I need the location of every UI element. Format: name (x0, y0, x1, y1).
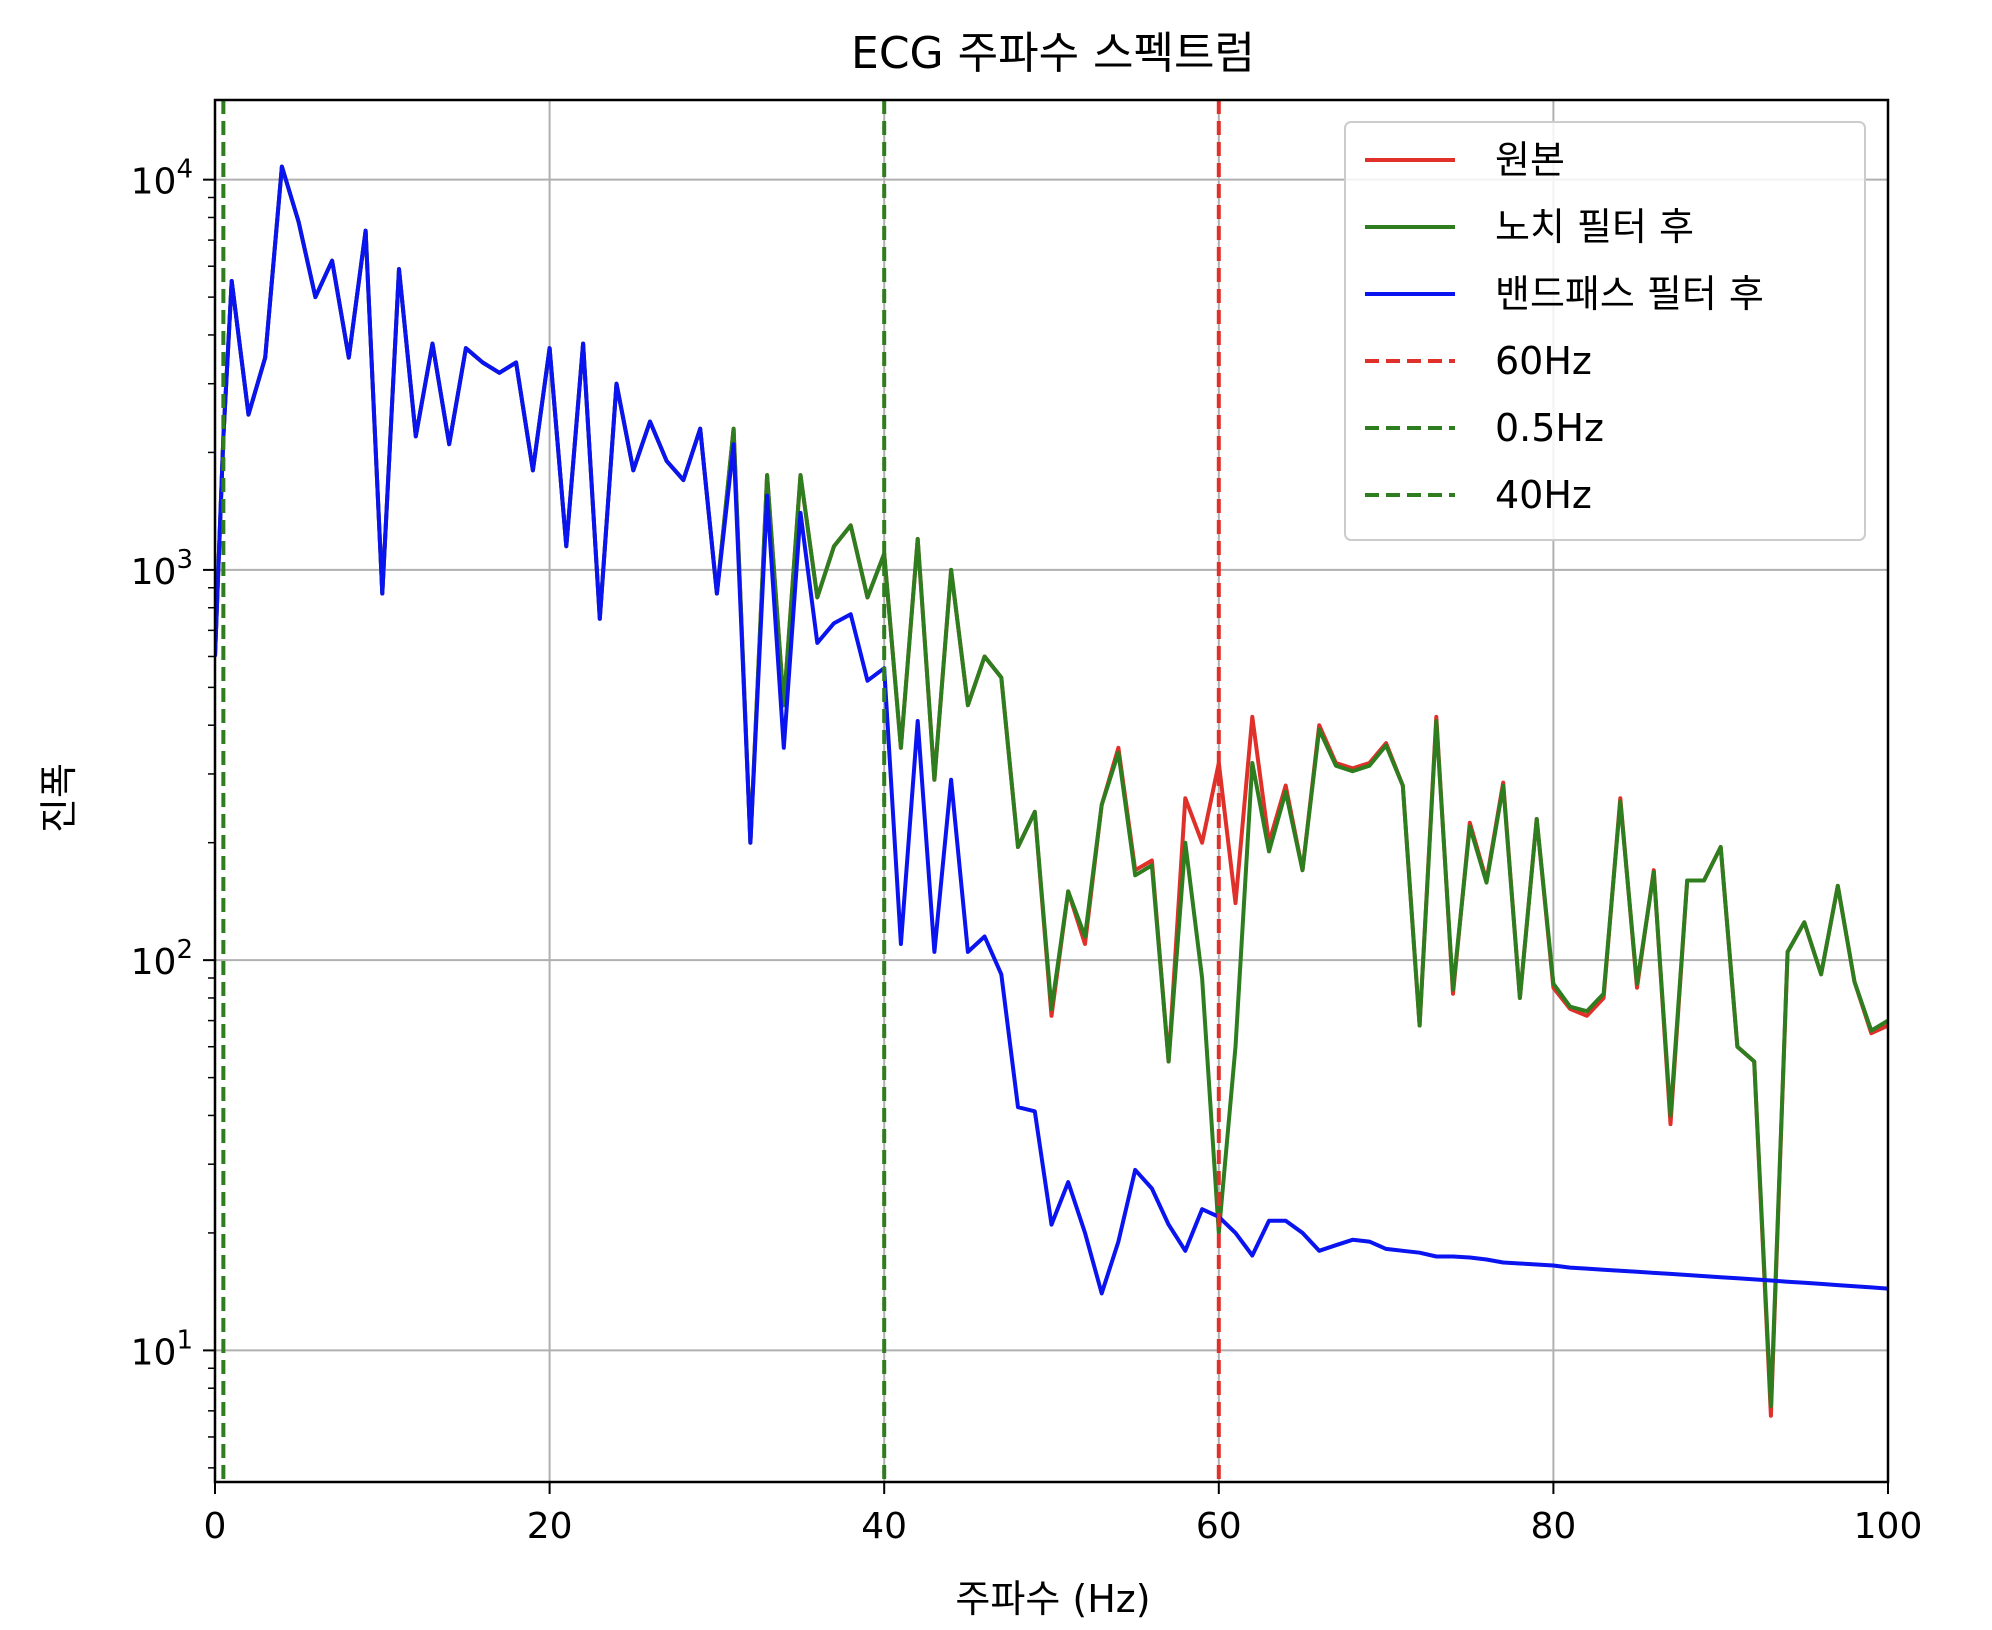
x-tick-label: 20 (527, 1506, 573, 1547)
legend-label: 원본 (1495, 138, 1565, 182)
y-tick-label: 104 (131, 155, 193, 203)
x-tick-label: 100 (1854, 1506, 1923, 1547)
plot-area (215, 100, 1888, 1482)
y-tick-label: 103 (131, 545, 193, 593)
legend-label: 40Hz (1495, 473, 1592, 517)
y-axis: 101 102 103 104 (131, 155, 215, 1469)
series-line (215, 164, 1888, 1296)
x-axis: 0 20 40 60 80 100 (204, 1482, 1923, 1547)
x-axis-title: 주파수 (Hz) (955, 1577, 1150, 1621)
legend-box (1344, 121, 1866, 541)
legend-label: 노치 필터 후 (1495, 205, 1694, 249)
x-tick-label: 0 (204, 1506, 227, 1547)
series-group (215, 100, 1888, 1482)
legend-label: 60Hz (1495, 339, 1592, 383)
legend-label: 0.5Hz (1495, 406, 1604, 450)
x-tick-label: 80 (1530, 1506, 1576, 1547)
x-tick-label: 40 (861, 1506, 907, 1547)
y-axis-title: 진폭 (37, 763, 81, 833)
x-tick-label: 60 (1196, 1506, 1242, 1547)
legend-label: 밴드패스 필터 후 (1495, 272, 1764, 316)
y-tick-label: 102 (131, 935, 193, 983)
plot-frame (213, 98, 1890, 1484)
chart-title: ECG 주파수 스펙트럼 (851, 28, 1255, 79)
y-tick-label: 101 (131, 1325, 193, 1373)
